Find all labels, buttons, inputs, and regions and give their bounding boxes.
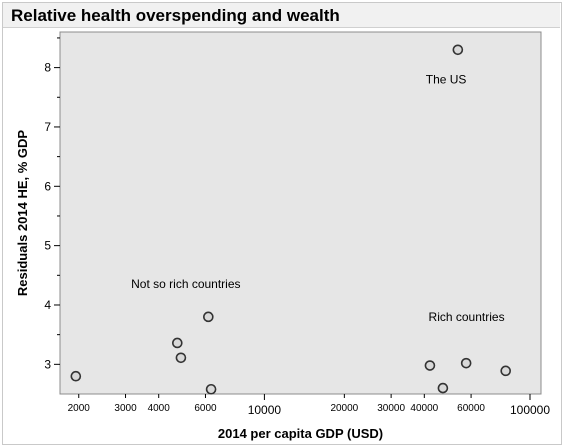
y-tick-label: 8: [44, 61, 51, 75]
x-axis: 2000 3000 4000 6000 10000 20000 30000 40000 6000…: [68, 394, 550, 417]
data-point: [203, 311, 214, 323]
x-axis-label: 2014 per capita GDP (USD): [218, 426, 383, 441]
data-point: [172, 337, 183, 349]
x-tick-label: 6000: [194, 403, 217, 414]
x-tick-label: 20000: [330, 403, 358, 414]
data-point: [500, 365, 511, 377]
data-point: [437, 382, 449, 394]
data-point: [424, 360, 436, 371]
y-tick-label: 7: [44, 120, 51, 134]
x-tick-label: 60000: [457, 403, 485, 414]
y-tick-label: 4: [44, 298, 51, 312]
annotation-label: The US: [426, 72, 467, 86]
y-axis-label: Residuals 2014 HE, % GDP: [15, 130, 30, 297]
plot-area: [59, 31, 542, 395]
x-tick-label: 3000: [114, 403, 137, 414]
data-point: [70, 370, 82, 382]
annotation-label: Rich countries: [429, 310, 505, 324]
data-point: [452, 44, 464, 56]
x-tick-label: 2000: [68, 403, 91, 414]
x-tick-label: 40000: [410, 403, 438, 414]
data-point: [205, 383, 217, 395]
data-point: [175, 352, 187, 364]
annotations: The US Not so rich countries Rich countrie…: [131, 72, 504, 323]
chart-title: Relative health overspending and wealth: [11, 6, 340, 25]
y-tick-label: 6: [44, 179, 51, 193]
x-tick-label: 100000: [510, 403, 550, 417]
y-tick-label: 5: [44, 239, 51, 253]
x-tick-label: 30000: [377, 403, 405, 414]
annotation-label: Not so rich countries: [131, 277, 240, 291]
x-tick-label: 4000: [148, 403, 171, 414]
data-points: [70, 44, 511, 395]
y-axis: 3 4 5 6 7 8: [44, 37, 60, 371]
chart-title-bar: Relative health overspending and wealth: [3, 3, 560, 28]
y-tick-label: 3: [44, 357, 51, 371]
data-point: [460, 357, 472, 369]
x-tick-label: 10000: [248, 403, 282, 417]
